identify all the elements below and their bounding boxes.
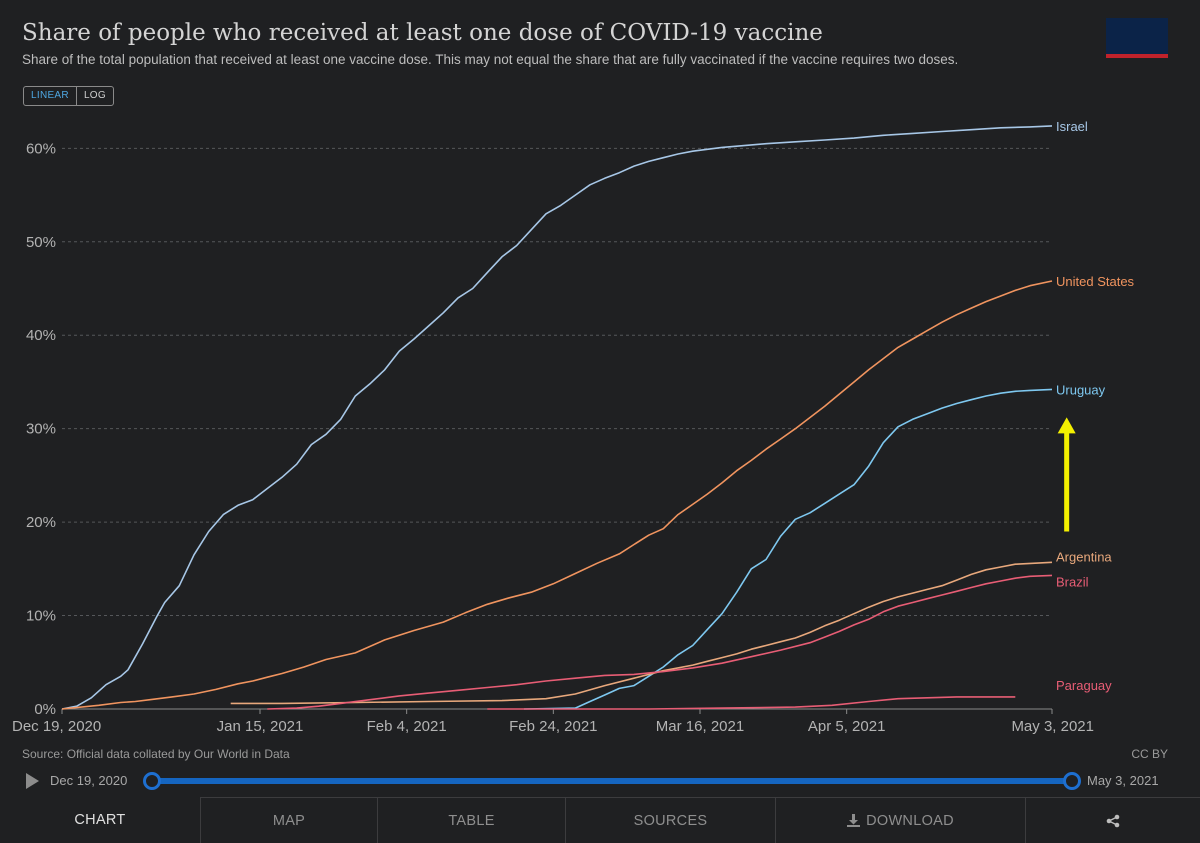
series-label-israel: Israel <box>1056 119 1088 134</box>
owid-logo[interactable] <box>1106 18 1168 58</box>
source-note: Source: Official data collated by Our Wo… <box>22 747 290 761</box>
download-label: DOWNLOAD <box>866 812 954 829</box>
x-tick-label: May 3, 2021 <box>1011 718 1094 735</box>
timeline-track[interactable] <box>150 778 1070 784</box>
series-line-argentina <box>230 561 1053 705</box>
timeline-start-handle[interactable] <box>143 772 161 790</box>
x-tick-label: Feb 24, 2021 <box>509 718 597 735</box>
x-tick-label: Dec 19, 2020 <box>12 718 101 735</box>
download-icon <box>847 814 861 827</box>
series-label-argentina: Argentina <box>1056 549 1112 564</box>
grid-layer <box>61 147 1053 714</box>
scale-toggle: LINEAR LOG <box>23 86 114 106</box>
y-tick-label: 40% <box>26 327 56 344</box>
x-tick-label: Apr 5, 2021 <box>808 718 886 735</box>
log-scale-button[interactable]: LOG <box>83 90 106 101</box>
y-tick-label: 60% <box>26 140 56 157</box>
tab-table[interactable]: TABLE <box>377 797 565 843</box>
series-line-paraguay <box>487 696 1016 710</box>
license-link[interactable]: CC BY <box>1131 747 1168 761</box>
series-layer <box>61 125 1053 710</box>
tab-share[interactable] <box>1025 797 1200 843</box>
timeline-end-handle[interactable] <box>1063 772 1081 790</box>
x-tick-label: Jan 15, 2021 <box>217 718 304 735</box>
y-tick-label: 20% <box>26 514 56 531</box>
series-line-israel <box>61 125 1053 710</box>
share-icon <box>1106 814 1120 827</box>
x-tick-label: Mar 16, 2021 <box>656 718 744 735</box>
label-layer: 0% 10% 20% 30% 40% 50% 60% Dec 19, 2020 Jan 15, … <box>12 119 1135 735</box>
series-label-united-states: United States <box>1056 274 1135 289</box>
y-tick-label: 30% <box>26 421 56 438</box>
series-line-brazil <box>267 574 1053 710</box>
chart-title: Share of people who received at least on… <box>22 20 823 46</box>
timeline-end-label: May 3, 2021 <box>1087 773 1159 788</box>
y-tick-label: 50% <box>26 234 56 251</box>
tab-download[interactable]: DOWNLOAD <box>775 797 1025 843</box>
x-tick-label: Feb 4, 2021 <box>367 718 447 735</box>
tab-chart[interactable]: CHART <box>0 797 200 843</box>
y-tick-label: 0% <box>34 701 56 718</box>
linear-scale-button[interactable]: LINEAR <box>24 87 77 105</box>
series-label-brazil: Brazil <box>1056 574 1089 589</box>
series-line-united-states <box>61 280 1053 710</box>
chart-area: 0% 10% 20% 30% 40% 50% 60% Dec 19, 2020 Jan 15, … <box>12 119 1135 735</box>
series-label-paraguay: Paraguay <box>1056 678 1112 693</box>
y-tick-label: 10% <box>26 608 56 625</box>
series-label-uruguay: Uruguay <box>1056 382 1106 397</box>
tab-sources[interactable]: SOURCES <box>565 797 775 843</box>
timeline: Dec 19, 2020 May 3, 2021 <box>0 766 1200 796</box>
annotation-arrow-head <box>1057 417 1076 434</box>
chart-subtitle: Share of the total population that recei… <box>22 52 959 67</box>
play-icon[interactable] <box>26 773 39 789</box>
tab-map[interactable]: MAP <box>200 797 377 843</box>
tab-bar: CHART MAP TABLE SOURCES DOWNLOAD <box>0 797 1200 843</box>
series-line-uruguay <box>523 388 1053 710</box>
timeline-start-label: Dec 19, 2020 <box>50 773 128 788</box>
